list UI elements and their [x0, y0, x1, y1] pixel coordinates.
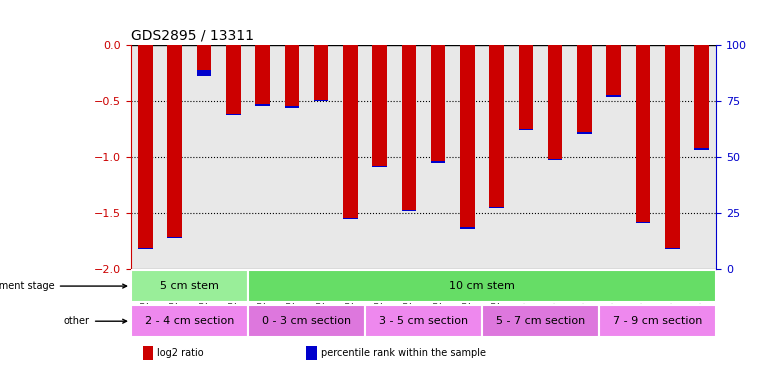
- Text: log2 ratio: log2 ratio: [157, 348, 204, 358]
- Bar: [197, 70, 211, 76]
- Bar: [490, 207, 504, 208]
- Bar: [460, 227, 474, 229]
- FancyBboxPatch shape: [248, 305, 365, 337]
- Bar: [285, 45, 299, 106]
- Bar: [373, 45, 387, 166]
- Bar: [636, 222, 651, 223]
- FancyBboxPatch shape: [131, 305, 248, 337]
- Bar: [285, 106, 299, 108]
- Bar: [256, 45, 270, 104]
- Text: 0 - 3 cm section: 0 - 3 cm section: [262, 316, 351, 326]
- FancyBboxPatch shape: [365, 305, 482, 337]
- Bar: [168, 237, 182, 238]
- Bar: [607, 45, 621, 95]
- Bar: [665, 248, 680, 249]
- FancyBboxPatch shape: [482, 305, 599, 337]
- Text: 3 - 5 cm section: 3 - 5 cm section: [379, 316, 468, 326]
- Bar: [168, 45, 182, 237]
- Text: 2 - 4 cm section: 2 - 4 cm section: [145, 316, 234, 326]
- Bar: [695, 45, 709, 148]
- Text: 10 cm stem: 10 cm stem: [449, 281, 515, 291]
- Bar: [256, 104, 270, 106]
- Bar: [226, 114, 240, 116]
- Bar: [607, 95, 621, 97]
- Text: GDS2895 / 13311: GDS2895 / 13311: [131, 28, 254, 42]
- Text: 7 - 9 cm section: 7 - 9 cm section: [613, 316, 702, 326]
- Bar: [519, 45, 533, 129]
- Bar: [139, 45, 152, 248]
- Bar: [306, 346, 317, 360]
- Text: 5 cm stem: 5 cm stem: [160, 281, 219, 291]
- Bar: [578, 45, 592, 132]
- Bar: [402, 45, 417, 210]
- Bar: [314, 45, 329, 100]
- Bar: [548, 159, 562, 160]
- Bar: [197, 45, 211, 70]
- Bar: [431, 45, 445, 161]
- Text: other: other: [64, 316, 126, 326]
- Bar: [636, 45, 651, 222]
- FancyBboxPatch shape: [248, 270, 716, 302]
- Bar: [402, 210, 417, 212]
- Bar: [142, 346, 153, 360]
- Bar: [548, 45, 562, 159]
- Bar: [343, 218, 357, 219]
- Bar: [343, 45, 357, 218]
- FancyBboxPatch shape: [599, 305, 716, 337]
- Bar: [139, 248, 152, 249]
- Bar: [578, 132, 592, 134]
- Text: development stage: development stage: [0, 281, 126, 291]
- Bar: [431, 161, 445, 163]
- Bar: [460, 45, 474, 227]
- Bar: [519, 129, 533, 130]
- Bar: [695, 148, 709, 150]
- FancyBboxPatch shape: [131, 270, 248, 302]
- Bar: [665, 45, 680, 248]
- Text: 5 - 7 cm section: 5 - 7 cm section: [496, 316, 585, 326]
- Bar: [490, 45, 504, 207]
- Bar: [226, 45, 240, 114]
- Text: percentile rank within the sample: percentile rank within the sample: [321, 348, 486, 358]
